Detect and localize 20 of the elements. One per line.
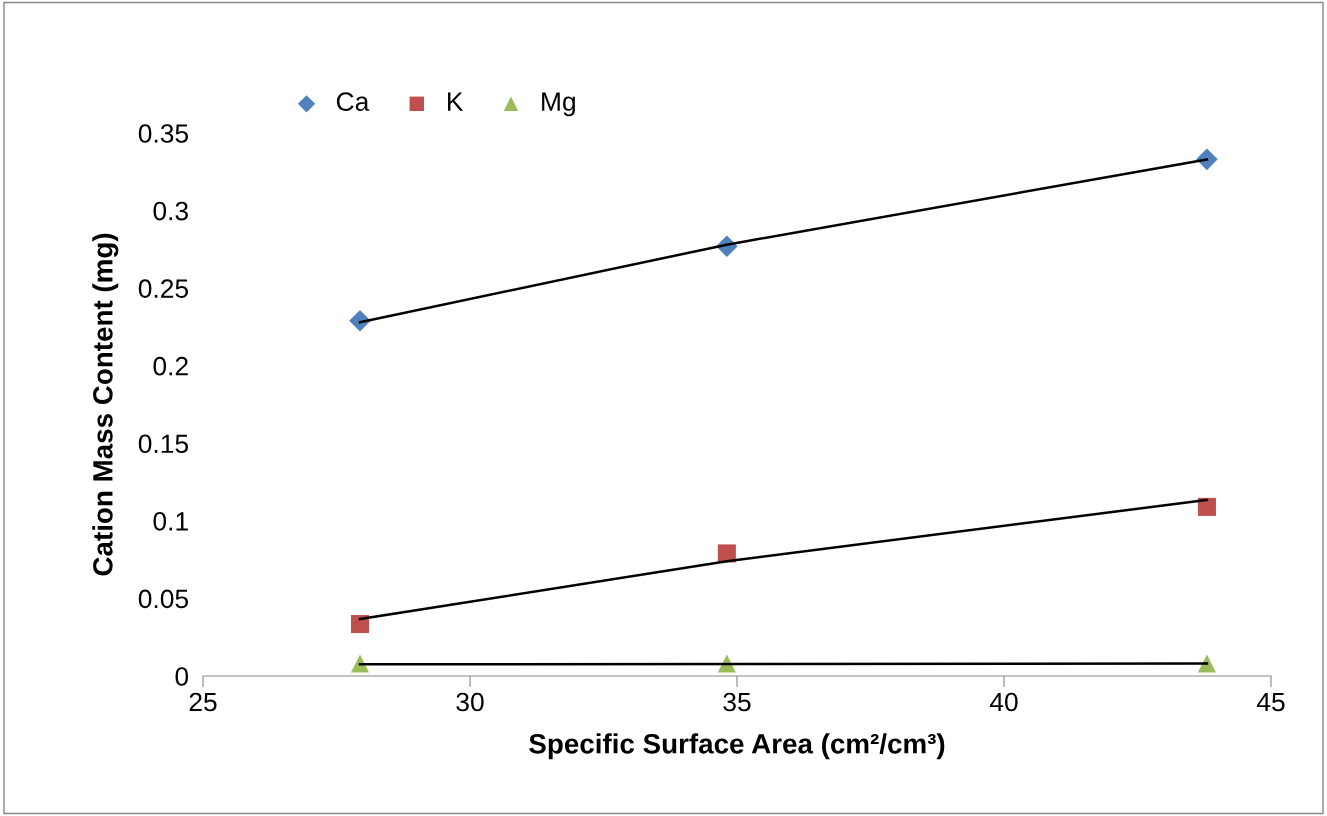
x-tick-label: 40 xyxy=(989,692,1018,712)
y-tick-label: 0.3 xyxy=(153,201,188,221)
x-tick-label: 45 xyxy=(1256,692,1285,712)
y-tick-label: 0.15 xyxy=(138,434,189,454)
y-tick-label: 0.25 xyxy=(138,279,189,298)
y-axis-title: Cation Mass Content (mg) xyxy=(92,233,119,576)
legend-label: K xyxy=(447,92,464,111)
x-tick-label: 35 xyxy=(723,692,751,712)
x-axis-title: Specific Surface Area (cm²/cm³) xyxy=(529,733,945,760)
y-tick-label: 0.35 xyxy=(138,124,189,143)
y-tick-label: 0.2 xyxy=(153,356,188,376)
y-tick-label: 0 xyxy=(175,667,189,686)
legend-label: Ca xyxy=(336,92,370,111)
x-tick-label: 30 xyxy=(456,692,484,712)
point xyxy=(1197,497,1216,516)
x-tick-label: 25 xyxy=(189,692,217,712)
legend-label: Mg xyxy=(542,92,575,117)
y-tick-label: 0.05 xyxy=(138,589,189,609)
point xyxy=(350,615,370,634)
y-tick-label: 0.1 xyxy=(153,511,188,531)
